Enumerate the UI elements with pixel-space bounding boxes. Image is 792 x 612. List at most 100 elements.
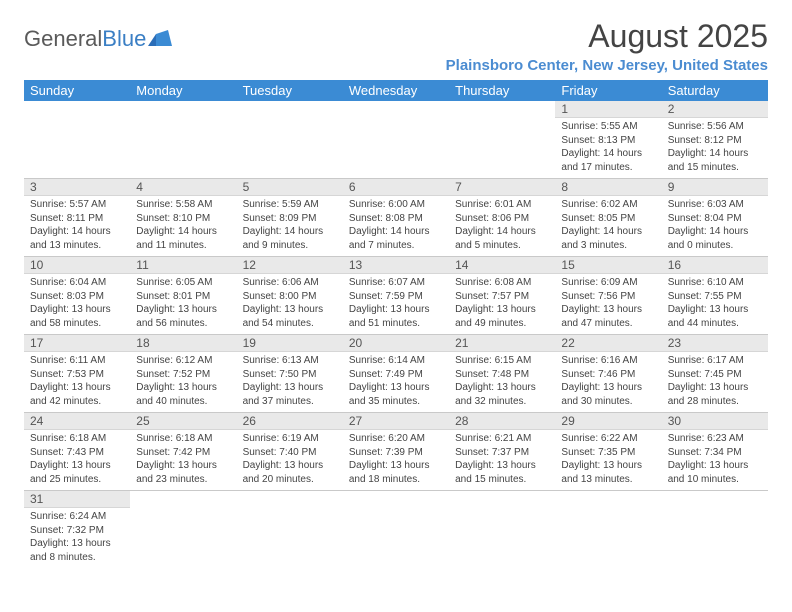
day-cell: 21Sunrise: 6:15 AMSunset: 7:48 PMDayligh… bbox=[449, 335, 555, 413]
day-number: 1 bbox=[555, 101, 661, 118]
day-info: Sunrise: 6:17 AMSunset: 7:45 PMDaylight:… bbox=[662, 352, 768, 412]
empty-cell bbox=[237, 491, 343, 569]
day-cell: 2Sunrise: 5:56 AMSunset: 8:12 PMDaylight… bbox=[662, 101, 768, 179]
day-cell: 12Sunrise: 6:06 AMSunset: 8:00 PMDayligh… bbox=[237, 257, 343, 335]
day-number: 22 bbox=[555, 335, 661, 352]
day-cell: 4Sunrise: 5:58 AMSunset: 8:10 PMDaylight… bbox=[130, 179, 236, 257]
empty-cell bbox=[555, 491, 661, 569]
day-number: 7 bbox=[449, 179, 555, 196]
calendar-header-row: SundayMondayTuesdayWednesdayThursdayFrid… bbox=[24, 80, 768, 101]
empty-cell bbox=[237, 101, 343, 179]
calendar-table: SundayMondayTuesdayWednesdayThursdayFrid… bbox=[24, 80, 768, 568]
day-info: Sunrise: 6:23 AMSunset: 7:34 PMDaylight:… bbox=[662, 430, 768, 490]
day-number: 17 bbox=[24, 335, 130, 352]
day-info: Sunrise: 6:02 AMSunset: 8:05 PMDaylight:… bbox=[555, 196, 661, 256]
day-number: 10 bbox=[24, 257, 130, 274]
title-block: August 2025 Plainsboro Center, New Jerse… bbox=[446, 18, 768, 74]
day-number: 20 bbox=[343, 335, 449, 352]
calendar-row: 3Sunrise: 5:57 AMSunset: 8:11 PMDaylight… bbox=[24, 179, 768, 257]
day-cell: 25Sunrise: 6:18 AMSunset: 7:42 PMDayligh… bbox=[130, 413, 236, 491]
weekday-header: Thursday bbox=[449, 80, 555, 101]
day-cell: 9Sunrise: 6:03 AMSunset: 8:04 PMDaylight… bbox=[662, 179, 768, 257]
day-cell: 11Sunrise: 6:05 AMSunset: 8:01 PMDayligh… bbox=[130, 257, 236, 335]
day-info: Sunrise: 6:04 AMSunset: 8:03 PMDaylight:… bbox=[24, 274, 130, 334]
calendar-row: 31Sunrise: 6:24 AMSunset: 7:32 PMDayligh… bbox=[24, 491, 768, 569]
day-info: Sunrise: 6:19 AMSunset: 7:40 PMDaylight:… bbox=[237, 430, 343, 490]
day-number: 28 bbox=[449, 413, 555, 430]
day-cell: 24Sunrise: 6:18 AMSunset: 7:43 PMDayligh… bbox=[24, 413, 130, 491]
day-info: Sunrise: 6:07 AMSunset: 7:59 PMDaylight:… bbox=[343, 274, 449, 334]
day-info: Sunrise: 6:13 AMSunset: 7:50 PMDaylight:… bbox=[237, 352, 343, 412]
day-cell: 6Sunrise: 6:00 AMSunset: 8:08 PMDaylight… bbox=[343, 179, 449, 257]
day-info: Sunrise: 5:59 AMSunset: 8:09 PMDaylight:… bbox=[237, 196, 343, 256]
day-info: Sunrise: 6:03 AMSunset: 8:04 PMDaylight:… bbox=[662, 196, 768, 256]
day-number: 27 bbox=[343, 413, 449, 430]
day-cell: 20Sunrise: 6:14 AMSunset: 7:49 PMDayligh… bbox=[343, 335, 449, 413]
day-number: 21 bbox=[449, 335, 555, 352]
day-number: 5 bbox=[237, 179, 343, 196]
day-cell: 27Sunrise: 6:20 AMSunset: 7:39 PMDayligh… bbox=[343, 413, 449, 491]
day-cell: 15Sunrise: 6:09 AMSunset: 7:56 PMDayligh… bbox=[555, 257, 661, 335]
day-info: Sunrise: 6:20 AMSunset: 7:39 PMDaylight:… bbox=[343, 430, 449, 490]
day-number: 26 bbox=[237, 413, 343, 430]
day-info: Sunrise: 6:05 AMSunset: 8:01 PMDaylight:… bbox=[130, 274, 236, 334]
empty-cell bbox=[24, 101, 130, 179]
weekday-header: Friday bbox=[555, 80, 661, 101]
day-info: Sunrise: 6:18 AMSunset: 7:43 PMDaylight:… bbox=[24, 430, 130, 490]
day-number: 12 bbox=[237, 257, 343, 274]
day-cell: 14Sunrise: 6:08 AMSunset: 7:57 PMDayligh… bbox=[449, 257, 555, 335]
day-number: 18 bbox=[130, 335, 236, 352]
weekday-header: Saturday bbox=[662, 80, 768, 101]
day-cell: 28Sunrise: 6:21 AMSunset: 7:37 PMDayligh… bbox=[449, 413, 555, 491]
day-cell: 31Sunrise: 6:24 AMSunset: 7:32 PMDayligh… bbox=[24, 491, 130, 569]
day-cell: 16Sunrise: 6:10 AMSunset: 7:55 PMDayligh… bbox=[662, 257, 768, 335]
day-number: 6 bbox=[343, 179, 449, 196]
day-info: Sunrise: 6:16 AMSunset: 7:46 PMDaylight:… bbox=[555, 352, 661, 412]
day-info: Sunrise: 6:01 AMSunset: 8:06 PMDaylight:… bbox=[449, 196, 555, 256]
day-info: Sunrise: 5:57 AMSunset: 8:11 PMDaylight:… bbox=[24, 196, 130, 256]
day-info: Sunrise: 6:08 AMSunset: 7:57 PMDaylight:… bbox=[449, 274, 555, 334]
day-cell: 23Sunrise: 6:17 AMSunset: 7:45 PMDayligh… bbox=[662, 335, 768, 413]
day-info: Sunrise: 6:14 AMSunset: 7:49 PMDaylight:… bbox=[343, 352, 449, 412]
day-info: Sunrise: 6:22 AMSunset: 7:35 PMDaylight:… bbox=[555, 430, 661, 490]
day-info: Sunrise: 6:06 AMSunset: 8:00 PMDaylight:… bbox=[237, 274, 343, 334]
header: GeneralBlue August 2025 Plainsboro Cente… bbox=[24, 18, 768, 74]
empty-cell bbox=[449, 101, 555, 179]
day-number: 9 bbox=[662, 179, 768, 196]
day-number: 15 bbox=[555, 257, 661, 274]
day-info: Sunrise: 6:00 AMSunset: 8:08 PMDaylight:… bbox=[343, 196, 449, 256]
day-cell: 10Sunrise: 6:04 AMSunset: 8:03 PMDayligh… bbox=[24, 257, 130, 335]
day-cell: 5Sunrise: 5:59 AMSunset: 8:09 PMDaylight… bbox=[237, 179, 343, 257]
day-cell: 26Sunrise: 6:19 AMSunset: 7:40 PMDayligh… bbox=[237, 413, 343, 491]
day-cell: 1Sunrise: 5:55 AMSunset: 8:13 PMDaylight… bbox=[555, 101, 661, 179]
day-number: 2 bbox=[662, 101, 768, 118]
day-info: Sunrise: 6:15 AMSunset: 7:48 PMDaylight:… bbox=[449, 352, 555, 412]
empty-cell bbox=[343, 101, 449, 179]
weekday-header: Wednesday bbox=[343, 80, 449, 101]
day-number: 4 bbox=[130, 179, 236, 196]
day-info: Sunrise: 6:11 AMSunset: 7:53 PMDaylight:… bbox=[24, 352, 130, 412]
day-cell: 19Sunrise: 6:13 AMSunset: 7:50 PMDayligh… bbox=[237, 335, 343, 413]
day-info: Sunrise: 6:21 AMSunset: 7:37 PMDaylight:… bbox=[449, 430, 555, 490]
day-number: 25 bbox=[130, 413, 236, 430]
day-info: Sunrise: 5:56 AMSunset: 8:12 PMDaylight:… bbox=[662, 118, 768, 178]
empty-cell bbox=[449, 491, 555, 569]
day-cell: 29Sunrise: 6:22 AMSunset: 7:35 PMDayligh… bbox=[555, 413, 661, 491]
location: Plainsboro Center, New Jersey, United St… bbox=[446, 57, 768, 74]
logo-text-2: Blue bbox=[102, 26, 146, 52]
day-cell: 30Sunrise: 6:23 AMSunset: 7:34 PMDayligh… bbox=[662, 413, 768, 491]
day-number: 8 bbox=[555, 179, 661, 196]
weekday-header: Monday bbox=[130, 80, 236, 101]
calendar-row: 24Sunrise: 6:18 AMSunset: 7:43 PMDayligh… bbox=[24, 413, 768, 491]
empty-cell bbox=[130, 101, 236, 179]
day-number: 16 bbox=[662, 257, 768, 274]
weekday-header: Sunday bbox=[24, 80, 130, 101]
day-info: Sunrise: 6:09 AMSunset: 7:56 PMDaylight:… bbox=[555, 274, 661, 334]
day-number: 24 bbox=[24, 413, 130, 430]
day-cell: 8Sunrise: 6:02 AMSunset: 8:05 PMDaylight… bbox=[555, 179, 661, 257]
day-cell: 17Sunrise: 6:11 AMSunset: 7:53 PMDayligh… bbox=[24, 335, 130, 413]
logo-text-1: General bbox=[24, 26, 102, 52]
day-info: Sunrise: 6:24 AMSunset: 7:32 PMDaylight:… bbox=[24, 508, 130, 568]
calendar-row: 17Sunrise: 6:11 AMSunset: 7:53 PMDayligh… bbox=[24, 335, 768, 413]
month-title: August 2025 bbox=[446, 18, 768, 55]
